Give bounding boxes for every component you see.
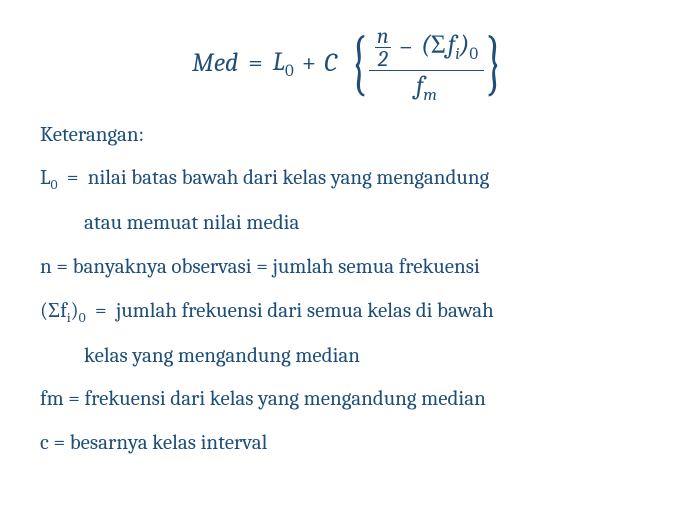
- L-sub-zero: 0: [285, 62, 294, 81]
- plus-sign: +: [302, 40, 316, 87]
- formula-L0: L0: [273, 39, 294, 88]
- def-sumfi-line1: jumlah frekuensi dari semua kelas di baw…: [116, 299, 494, 323]
- def-L0-eq: =: [67, 166, 79, 190]
- def-c-text: besarnya kelas interval: [70, 431, 268, 455]
- fraction-denominator: fm: [410, 71, 443, 106]
- formula-lhs: Med: [192, 40, 238, 87]
- minus-sign: −: [399, 32, 413, 63]
- def-sumfi: (Σfi)0 = jumlah frekuensi dari semua kel…: [40, 293, 660, 332]
- L-base: L: [273, 47, 285, 77]
- def-sumfi-eq: =: [95, 299, 107, 323]
- def-L0: L0 = nilai batas bawah dari kelas yang m…: [40, 160, 660, 199]
- def-c-symbol: c: [40, 431, 49, 455]
- def-sumfi-line2: kelas yang mengandung median: [40, 338, 660, 376]
- equals-sign: =: [248, 40, 262, 87]
- def-n-symbol: n: [40, 255, 52, 279]
- fraction-numerator: n 2 − (Σfi)0: [369, 20, 484, 70]
- def-fm-eq: =: [68, 387, 80, 411]
- zero-sub: 0: [469, 45, 478, 64]
- def-n: n = banyaknya observasi = jumlah semua f…: [40, 249, 660, 287]
- def-sumfi-symbol: (Σfi)0: [40, 299, 86, 323]
- def-n-eq: =: [56, 255, 68, 279]
- def-L0-line1: nilai batas bawah dari kelas yang mengan…: [88, 166, 490, 190]
- def-L0-line2: atau memuat nilai media: [40, 205, 660, 243]
- def-n-text: banyaknya observasi = jumlah semua freku…: [73, 255, 480, 279]
- def-fm-symbol: fm: [40, 387, 64, 411]
- n-half-num: n: [375, 25, 391, 47]
- sum-fi-zero: (Σfi)0: [421, 30, 478, 65]
- n-half-den: 2: [376, 48, 390, 70]
- left-brace: {: [351, 27, 368, 99]
- def-L0-symbol: L0: [40, 166, 58, 190]
- def-fm: fm = frekuensi dari kelas yang mengandun…: [40, 381, 660, 419]
- right-brace: }: [486, 27, 503, 99]
- sigma: Σ: [431, 30, 446, 60]
- lparen: (: [421, 30, 431, 60]
- def-c: c = besarnya kelas interval: [40, 425, 660, 463]
- n-over-2: n 2: [375, 25, 391, 70]
- formula-C: C: [324, 40, 337, 87]
- rparen: ): [460, 30, 470, 60]
- def-fm-text: frekuensi dari kelas yang mengandung med…: [85, 387, 486, 411]
- main-fraction: n 2 − (Σfi)0 fm: [369, 20, 484, 107]
- formula-row: Med = L0 + C { n 2 − (Σfi)0: [192, 20, 508, 107]
- keterangan-heading: Keterangan:: [40, 117, 660, 155]
- median-formula: Med = L0 + C { n 2 − (Σfi)0: [40, 20, 660, 107]
- def-c-eq: =: [53, 431, 65, 455]
- fm-m: m: [423, 86, 437, 105]
